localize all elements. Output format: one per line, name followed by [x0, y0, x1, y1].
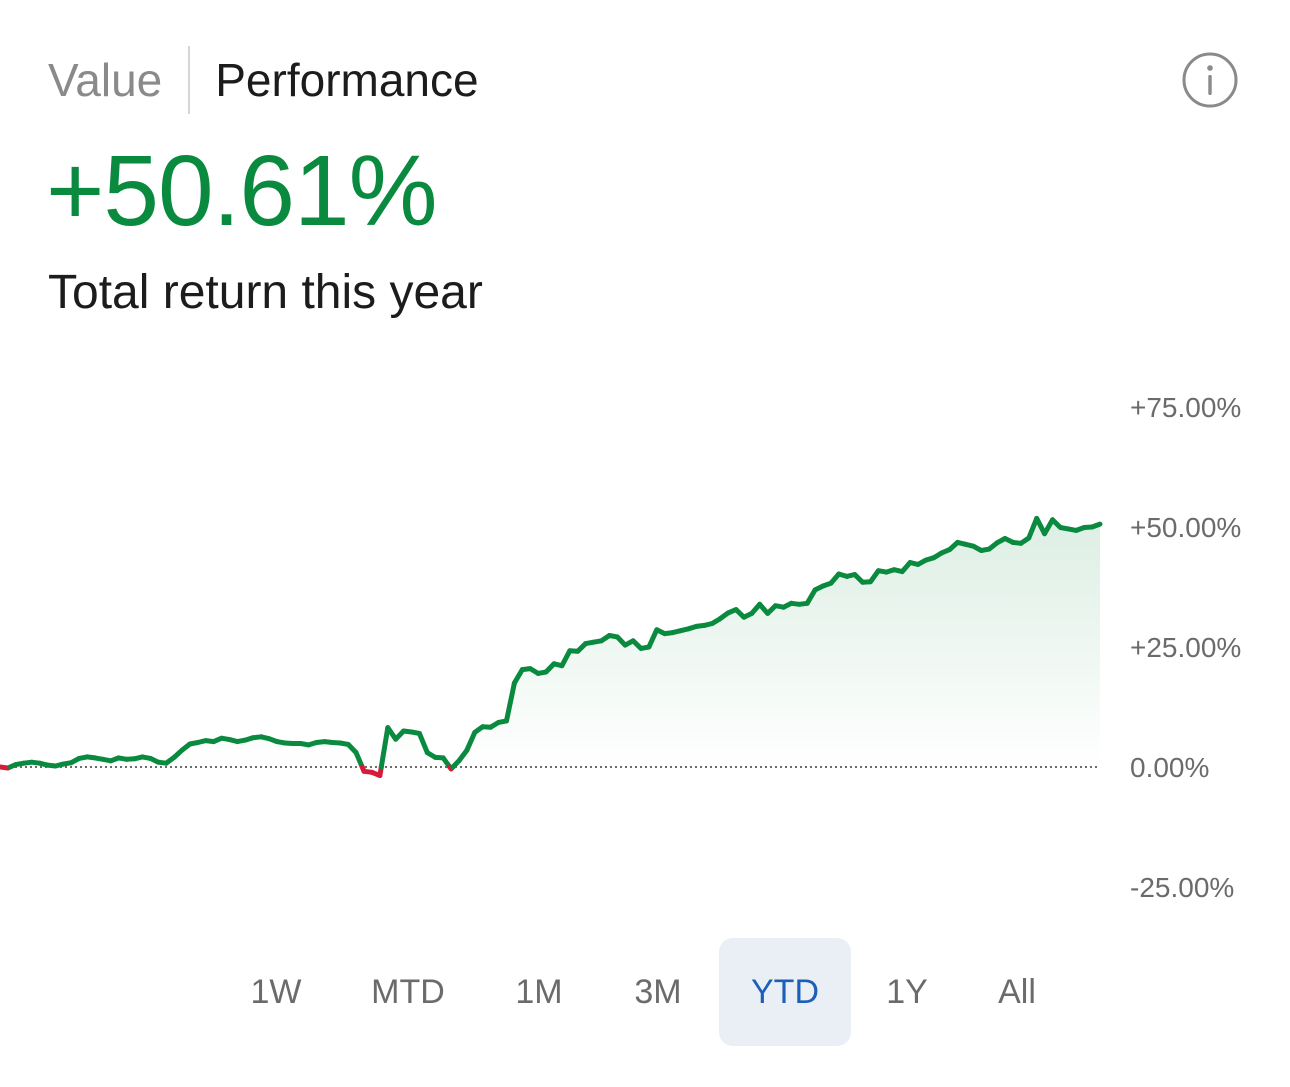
y-tick-label: -25.00%	[1130, 872, 1234, 903]
chart-area-fill	[0, 518, 1100, 767]
total-return-caption: Total return this year	[48, 266, 483, 319]
range-all-button[interactable]: All	[998, 973, 1036, 1011]
y-tick-label: +75.00%	[1130, 392, 1241, 423]
tab-value[interactable]: Value	[48, 54, 163, 106]
total-return-value: +50.61%	[46, 135, 438, 247]
performance-chart[interactable]: +75.00% +50.00% +25.00% 0.00% -25.00%	[0, 380, 1290, 920]
series-line-segment	[1042, 517, 1055, 537]
series-line-segment	[511, 667, 525, 686]
series-line-segment	[378, 725, 391, 770]
range-1m-button[interactable]: 1M	[515, 973, 563, 1011]
series-line-segment	[559, 648, 573, 669]
tab-performance[interactable]: Performance	[215, 54, 479, 106]
series-line-segment	[1026, 515, 1040, 541]
range-1y-button[interactable]: 1Y	[886, 973, 928, 1011]
view-tabs: Value Performance	[48, 46, 479, 114]
chart-y-axis: +75.00% +50.00% +25.00% 0.00% -25.00%	[1130, 392, 1241, 903]
y-tick-label: 0.00%	[1130, 752, 1209, 783]
chart-area	[0, 518, 1100, 767]
range-1w-button[interactable]: 1W	[250, 973, 302, 1011]
series-line-segment	[504, 680, 517, 724]
time-range-selector: 1W MTD 1M 3M YTD 1Y All	[0, 938, 1290, 1048]
range-ytd-button[interactable]: YTD	[719, 938, 851, 1046]
series-line-segment	[646, 627, 660, 650]
info-icon[interactable]	[1182, 52, 1238, 108]
range-mtd-button[interactable]: MTD	[371, 973, 445, 1011]
series-line-segment	[1089, 521, 1103, 530]
info-circle-icon	[1182, 52, 1238, 108]
series-line-segment	[464, 729, 478, 753]
chart-line	[0, 515, 1103, 779]
series-line-segment	[804, 587, 818, 606]
range-3m-button[interactable]: 3M	[634, 973, 682, 1011]
y-tick-label: +50.00%	[1130, 512, 1241, 543]
tab-divider	[188, 46, 191, 114]
y-tick-label: +25.00%	[1130, 632, 1241, 663]
series-line-segment	[416, 730, 430, 756]
series-line-segment	[353, 750, 365, 770]
